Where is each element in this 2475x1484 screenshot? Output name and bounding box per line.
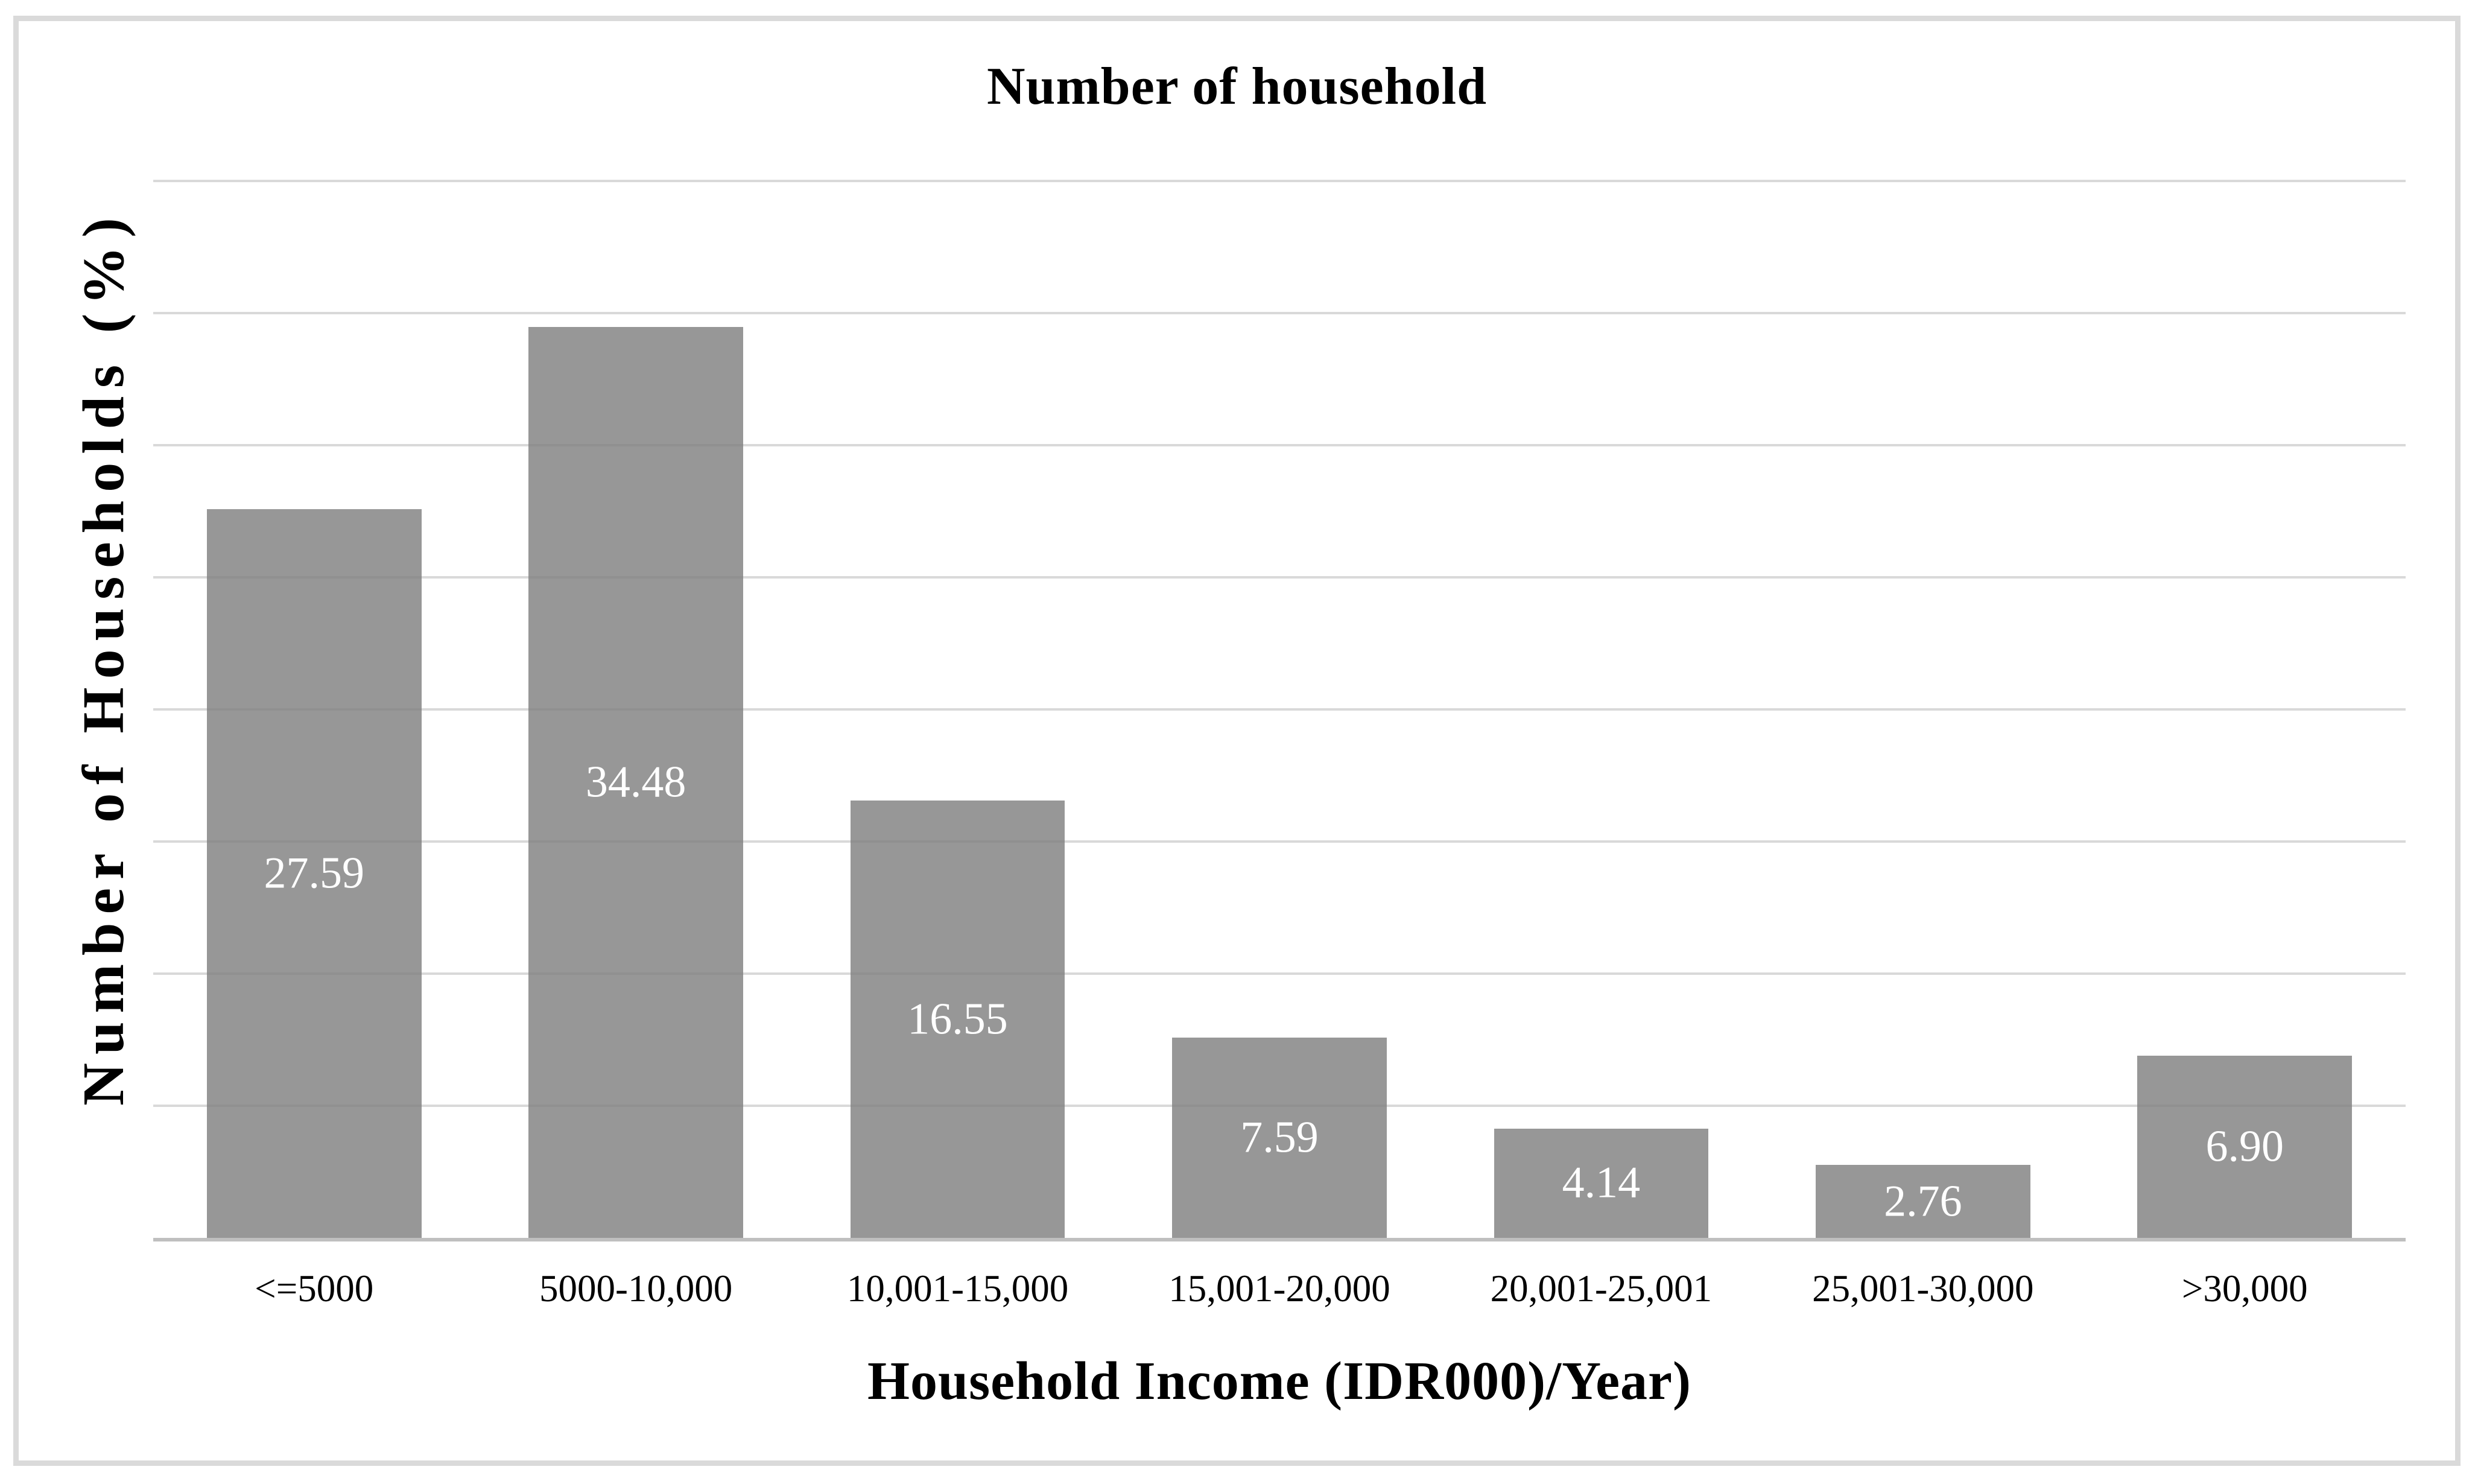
x-tick-label-7: >30,000 bbox=[2181, 1267, 2308, 1310]
gridline-y-20 bbox=[153, 708, 2406, 711]
bar-slot-5: 4.14 bbox=[1440, 181, 1762, 1238]
x-tick-label-5: 20,001-25,001 bbox=[1490, 1267, 1713, 1310]
x-tick-label-3: 10,001-15,000 bbox=[846, 1267, 1069, 1310]
bar-20,001-25,001: 4.14 bbox=[1494, 1128, 1709, 1238]
x-tick-label-6: 25,001-30,000 bbox=[1812, 1267, 2034, 1310]
gridline-y-35 bbox=[153, 312, 2406, 314]
chart-title: Number of household bbox=[986, 57, 1488, 116]
y-axis-title: Number of Households (%) bbox=[71, 209, 136, 1106]
bar-value-label: 34.48 bbox=[585, 757, 686, 807]
bar-15,001-20,000: 7.59 bbox=[1172, 1037, 1387, 1238]
gridline-y-10 bbox=[153, 972, 2406, 975]
bar-slot-6: 2.76 bbox=[1762, 181, 2084, 1238]
gridline-y-15 bbox=[153, 840, 2406, 843]
bar-slot-4: 7.59 bbox=[1118, 181, 1440, 1238]
bar-25,001-30,000: 2.76 bbox=[1815, 1165, 2030, 1238]
bars-layer: 27.59 34.48 16.55 7.59 4.14 2.76 6.90 bbox=[153, 181, 2406, 1238]
bar-10,001-15,000: 16.55 bbox=[850, 801, 1065, 1238]
gridline-y-40 bbox=[153, 180, 2406, 182]
bar-slot-3: 16.55 bbox=[797, 181, 1118, 1238]
bar-value-label: 4.14 bbox=[1562, 1158, 1641, 1208]
plot-area: 27.59 34.48 16.55 7.59 4.14 2.76 6.90 bbox=[153, 180, 2406, 1241]
x-axis-tick-labels: <=5000 5000-10,000 10,001-15,000 15,001-20,… bbox=[153, 1267, 2406, 1311]
x-tick-label-4: 15,001-20,000 bbox=[1168, 1267, 1390, 1310]
bar-slot-1: 27.59 bbox=[153, 181, 475, 1238]
bar-<=5000: 27.59 bbox=[206, 509, 422, 1238]
bar->30,000: 6.90 bbox=[2137, 1055, 2353, 1238]
bar-slot-7: 6.90 bbox=[2084, 181, 2406, 1238]
bar-value-label: 27.59 bbox=[264, 848, 364, 898]
x-tick-label-1: <=5000 bbox=[255, 1267, 374, 1310]
x-tick-label-2: 5000-10,000 bbox=[539, 1267, 733, 1310]
gridline-y-30 bbox=[153, 444, 2406, 446]
bar-5000-10,000: 34.48 bbox=[528, 326, 744, 1238]
bar-value-label: 7.59 bbox=[1240, 1112, 1319, 1162]
bar-value-label: 16.55 bbox=[907, 994, 1008, 1044]
x-axis-title: Household Income (IDR000)/Year) bbox=[867, 1351, 1691, 1411]
bar-value-label: 6.90 bbox=[2205, 1121, 2284, 1172]
gridline-y-25 bbox=[153, 576, 2406, 579]
bar-slot-2: 34.48 bbox=[475, 181, 796, 1238]
bar-value-label: 2.76 bbox=[1884, 1176, 1962, 1226]
